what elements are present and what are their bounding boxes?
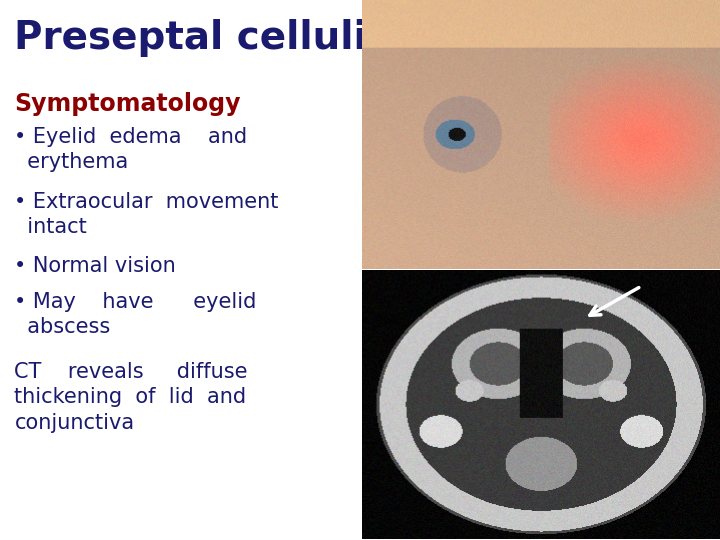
Text: • Extraocular  movement
  intact: • Extraocular movement intact [14, 192, 279, 237]
Text: • May    have      eyelid
  abscess: • May have eyelid abscess [14, 292, 257, 337]
Text: • Normal vision: • Normal vision [14, 256, 176, 276]
Text: • Eyelid  edema    and
  erythema: • Eyelid edema and erythema [14, 127, 248, 172]
Text: Symptomatology: Symptomatology [14, 92, 241, 116]
Text: CT    reveals     diffuse
thickening  of  lid  and
conjunctiva: CT reveals diffuse thickening of lid and… [14, 362, 248, 433]
Text: Preseptal cellulitis: Preseptal cellulitis [14, 19, 422, 57]
